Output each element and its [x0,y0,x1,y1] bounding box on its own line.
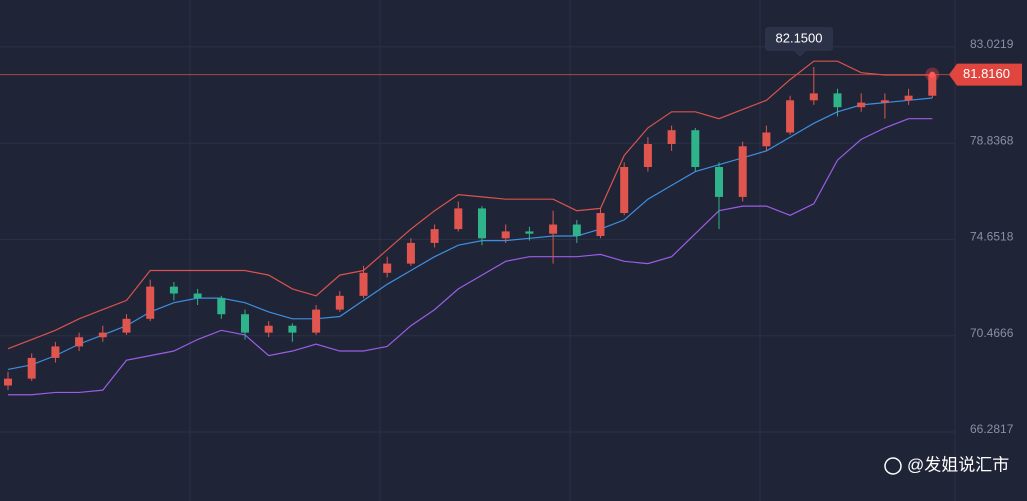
watermark: @发姐说汇市 [884,455,1009,475]
vertical-grid [189,0,956,501]
y-tick-label: 83.0219 [970,37,1014,51]
candle-body [762,132,771,147]
candle-body [786,100,795,133]
high-annotation-pointer [794,50,806,57]
candle-body [27,357,36,379]
band-line [7,97,933,371]
candle-body [75,337,84,347]
candle-body [406,242,415,264]
candle-body [857,102,866,108]
watermark-icon [884,457,902,475]
candle-body [383,263,392,273]
candle-body [691,130,700,167]
candle-body [525,231,534,234]
candle-body [620,167,629,214]
candle-body [430,229,439,243]
candle-body [122,318,131,333]
candle-body [572,224,581,237]
y-tick-label: 66.2817 [970,422,1014,436]
candle-body [4,378,12,386]
candle-body [478,208,486,239]
y-tick-label: 78.8368 [970,133,1014,147]
candle-body [193,293,202,299]
candle-body [335,295,344,310]
y-tick-label: 74.6518 [970,230,1014,244]
candle-body [904,95,913,101]
candle-body [241,314,249,333]
candle-body [98,332,107,338]
last-price-dot [929,71,936,78]
candle-body [146,286,155,319]
candle-body [454,208,463,230]
candle-body [549,224,558,234]
high-annotation-label: 82.1500 [776,30,823,45]
candle-body [809,93,818,101]
y-tick-label: 70.4666 [970,326,1014,340]
candle-body [928,74,937,96]
candle-body [715,167,723,197]
candle-body [169,286,178,294]
candle-body [51,346,60,358]
band-line [8,118,933,396]
candle-body [667,130,676,144]
last-price-tag [949,63,1022,86]
candle-body [359,272,368,296]
candle-body [596,213,605,237]
candle-body [312,309,321,333]
candle-body [288,325,297,333]
candle-body [643,143,652,167]
candle-body [501,231,510,239]
watermark-text: @发姐说汇市 [907,455,1009,474]
candle-body [264,325,273,333]
band-line [7,60,933,350]
high-annotation-box [765,26,833,51]
last-price-label: 81.8160 [963,66,1010,81]
candle-body [738,146,747,197]
candle-body [217,298,226,315]
candle-body [880,100,889,103]
candle-body [833,93,842,108]
